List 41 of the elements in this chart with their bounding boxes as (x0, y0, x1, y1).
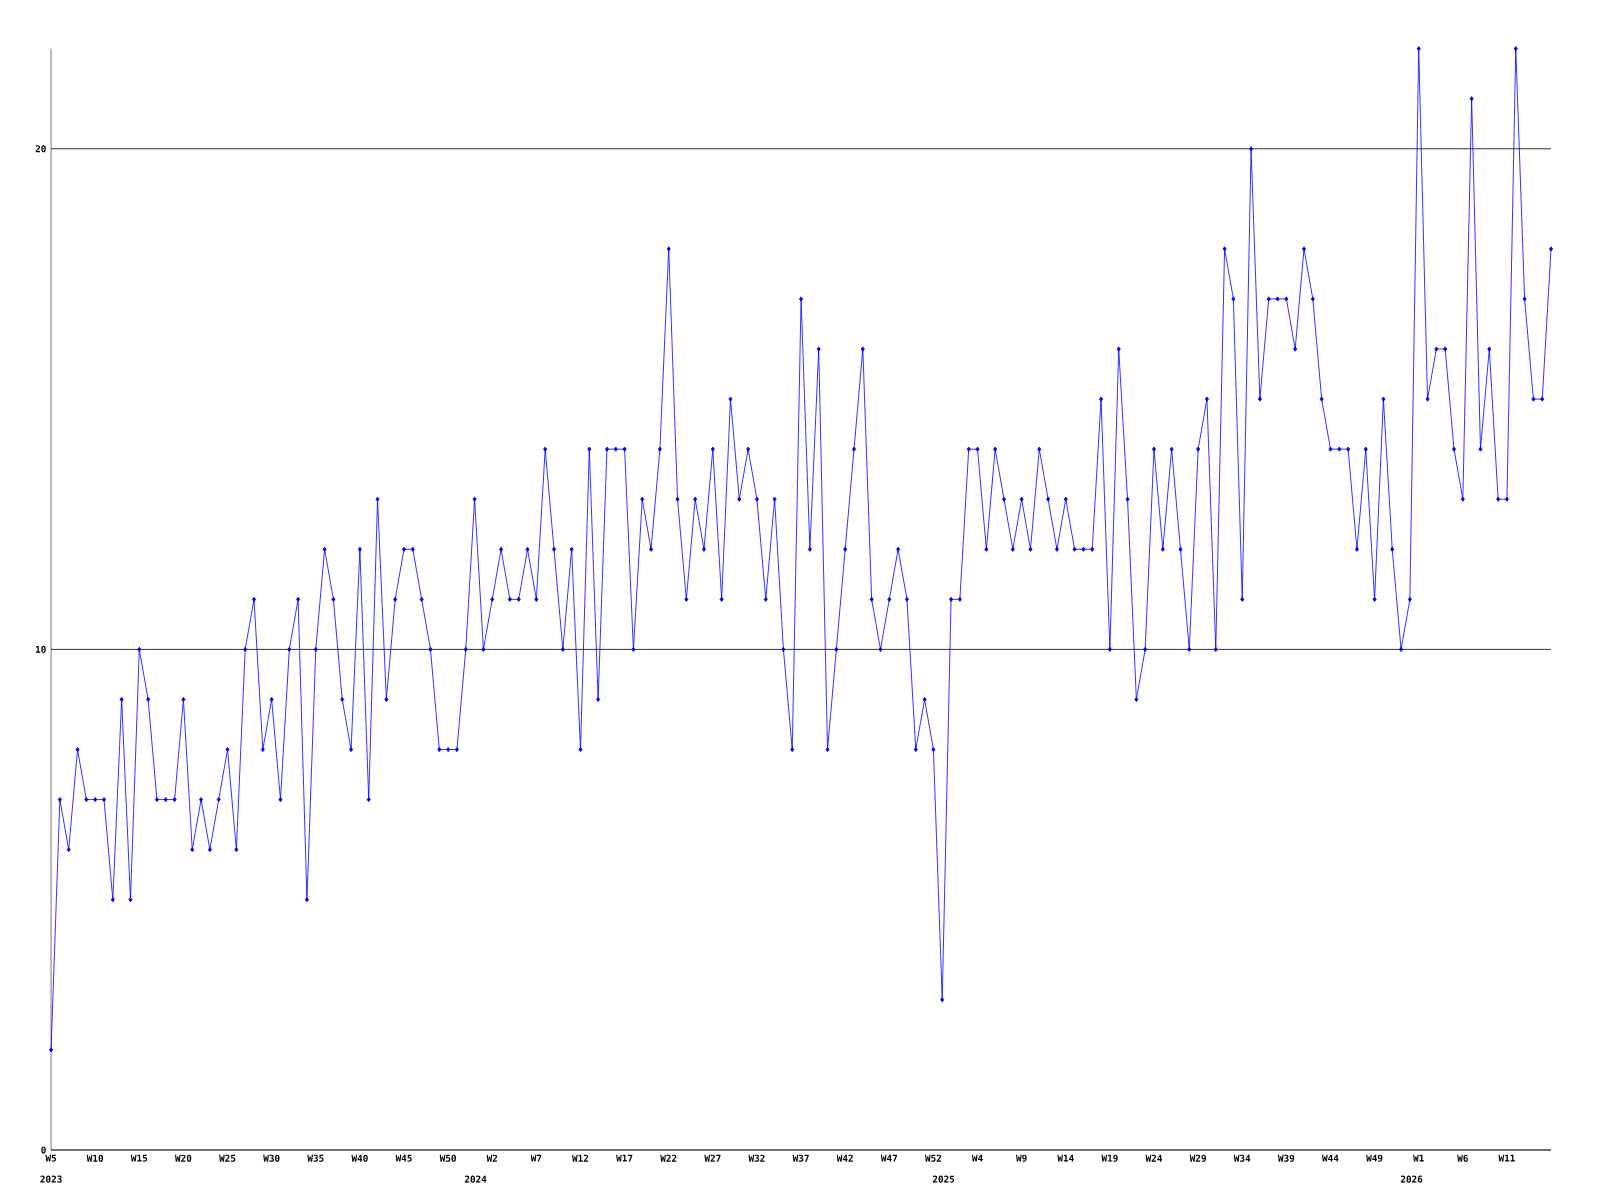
text: 2024 (464, 1175, 487, 1183)
x-tick-label: W1 (1413, 1154, 1424, 1162)
x-tick-label: W32 (748, 1154, 765, 1162)
x-tick-label: W30 (263, 1154, 280, 1162)
x-tick-label: W4 (971, 1154, 983, 1162)
x-tick-label: W15 (130, 1154, 148, 1162)
x-tick-label: W45 (395, 1154, 412, 1162)
text: 2026 (1400, 1175, 1423, 1183)
y-tick-label: 0 (41, 1146, 46, 1154)
x-tick-label: W14 (1057, 1154, 1074, 1162)
x-tick-label: W27 (704, 1154, 721, 1162)
x-tick-label: W40 (351, 1154, 368, 1162)
x-tick-label: W47 (880, 1154, 898, 1162)
x-tick-label: W19 (1101, 1154, 1118, 1162)
x-tick-label: W44 (1322, 1154, 1339, 1162)
x-tick-label: W20 (174, 1154, 192, 1162)
x-tick-label: W2 (486, 1154, 498, 1162)
y-tick-label: 10 (35, 645, 46, 653)
text: 2025 (932, 1175, 955, 1183)
x-tick-label: W7 (530, 1154, 542, 1162)
x-tick-label: W9 (1016, 1154, 1027, 1162)
x-tick-label: W37 (792, 1154, 809, 1162)
x-tick-label: W34 (1233, 1154, 1251, 1162)
x-tick-label: W52 (924, 1154, 942, 1162)
x-tick-label: W17 (616, 1154, 633, 1162)
x-tick-label: W24 (1145, 1154, 1162, 1162)
y-tick-label: 20 (35, 145, 46, 153)
x-tick-label: W39 (1277, 1154, 1295, 1162)
text: 2023 (40, 1175, 62, 1183)
x-tick-label: W11 (1498, 1154, 1515, 1162)
x-tick-label: W49 (1366, 1154, 1383, 1162)
x-tick-label: W25 (219, 1154, 236, 1162)
x-tick-label: W35 (307, 1154, 324, 1162)
x-tick-label: W22 (660, 1154, 677, 1162)
x-tick-label: W6 (1457, 1154, 1468, 1162)
x-tick-label: W29 (1189, 1154, 1206, 1162)
x-tick-label: W42 (836, 1154, 853, 1162)
x-tick-label: W50 (439, 1154, 456, 1162)
x-tick-label: W12 (572, 1154, 589, 1162)
x-tick-label: W10 (86, 1154, 104, 1162)
x-tick-label: W5 (45, 1154, 57, 1162)
